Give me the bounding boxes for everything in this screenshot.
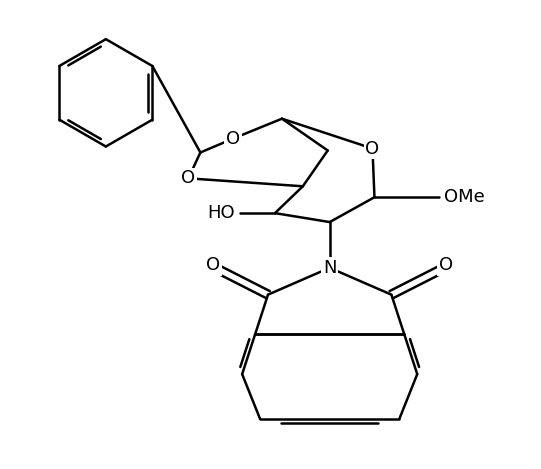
Text: O: O xyxy=(365,139,380,158)
Text: O: O xyxy=(439,256,453,274)
Text: O: O xyxy=(206,256,220,274)
Text: HO: HO xyxy=(208,204,235,222)
Text: O: O xyxy=(226,129,240,148)
Text: OMe: OMe xyxy=(444,188,485,206)
Text: N: N xyxy=(323,259,337,277)
Text: O: O xyxy=(181,169,195,187)
